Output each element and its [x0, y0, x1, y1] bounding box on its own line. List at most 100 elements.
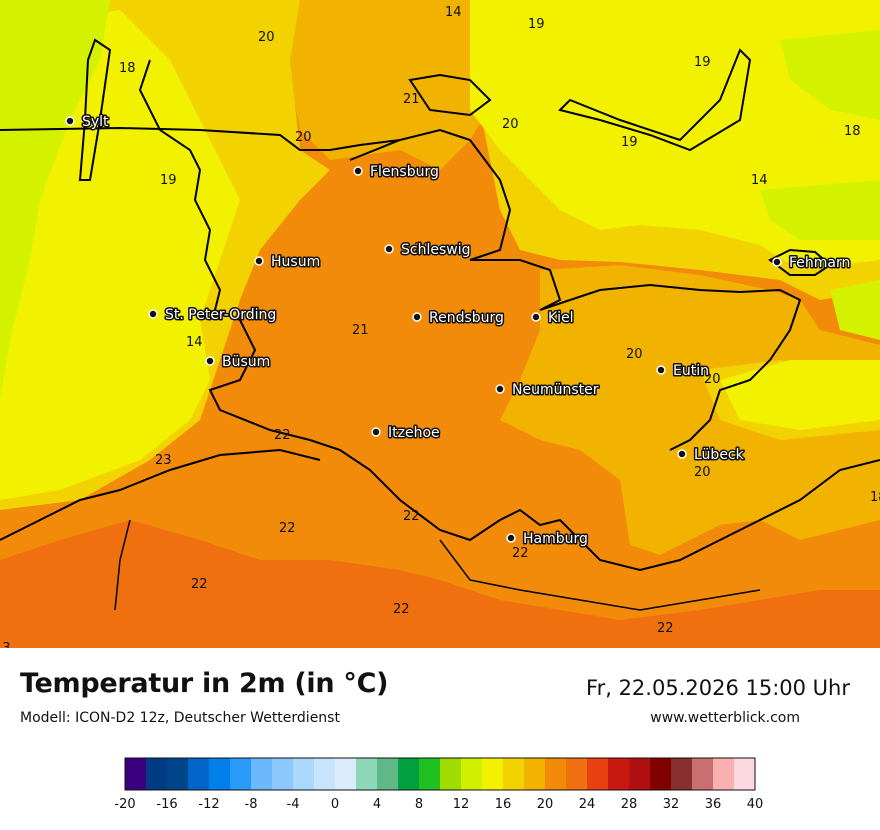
legend-swatch — [482, 758, 504, 790]
island-sylt — [78, 38, 112, 181]
border-denmark — [0, 126, 401, 151]
legend-swatch — [629, 758, 651, 790]
temperature-value: 19 — [160, 173, 177, 188]
legend-swatch — [293, 758, 315, 790]
city-dot — [254, 256, 264, 266]
city-dot — [495, 384, 505, 394]
elbe-south — [439, 539, 761, 611]
temperature-value: 21 — [403, 92, 420, 107]
legend-tick-label: 32 — [663, 797, 680, 812]
legend-swatch — [671, 758, 693, 790]
legend-tick-label: 24 — [579, 797, 596, 812]
temperature-value: 22 — [191, 577, 208, 592]
city-dot — [677, 449, 687, 459]
city-label: St. Peter-Ording — [165, 307, 276, 323]
temperature-value: 20 — [414, 241, 431, 256]
legend-tick-label: 8 — [415, 797, 423, 812]
legend-swatch — [377, 758, 399, 790]
temperature-value: 20 — [295, 130, 312, 145]
city-dot — [148, 309, 158, 319]
legend-swatch — [314, 758, 336, 790]
temperature-value: 14 — [186, 335, 203, 350]
city-label: Büsum — [222, 354, 270, 370]
legend-swatch — [398, 758, 420, 790]
legend-tick-label: 20 — [537, 797, 554, 812]
temp-zone-13-14-east2 — [760, 180, 880, 240]
temperature-value: 19 — [694, 55, 711, 70]
legend-tick-label: 16 — [495, 797, 512, 812]
city-label: Flensburg — [370, 164, 439, 180]
city-label: Fehmarn — [789, 255, 850, 271]
city-label: Eutin — [673, 363, 709, 379]
legend-swatch — [125, 758, 147, 790]
temp-zone-13-14-east — [780, 30, 880, 120]
city-dot — [412, 312, 422, 322]
legend-swatch — [587, 758, 609, 790]
temperature-value: 23 — [155, 453, 172, 468]
website-link[interactable]: www.wetterblick.com — [650, 710, 800, 726]
weser-river — [114, 519, 131, 611]
temperature-labels: 14 19 20 18 19 21 20 20 19 18 19 14 20 21 14 20 20 22 23 20… — [0, 5, 880, 648]
legend-swatch — [230, 758, 252, 790]
coastline-elbe — [0, 448, 321, 541]
city-dot — [205, 356, 215, 366]
island-lolland — [558, 48, 752, 152]
legend-swatch — [146, 758, 168, 790]
legend-swatch — [272, 758, 294, 790]
temperature-value: 22 — [657, 621, 674, 636]
temperature-value: 20 — [502, 117, 519, 132]
legend-swatch — [566, 758, 588, 790]
legend-tick-label: 40 — [747, 797, 764, 812]
legend-swatch — [419, 758, 441, 790]
legend-ticks: -20 -16 -12 -8 -4 0 4 8 12 16 20 24 28 32 36 40 — [115, 797, 763, 812]
legend-tick-label: 0 — [331, 797, 339, 812]
temperature-value: 22 — [279, 521, 296, 536]
temperature-value: 22 — [403, 509, 420, 524]
city-dot — [65, 116, 75, 126]
legend-swatch — [188, 758, 210, 790]
temperature-value: 20 — [626, 347, 643, 362]
city-label: Kiel — [548, 310, 574, 326]
legend-swatch — [335, 758, 357, 790]
island-als — [408, 73, 492, 117]
city-dot — [353, 166, 363, 176]
city-label: Lübeck — [694, 447, 745, 463]
temperature-map: 14 19 20 18 19 21 20 20 19 18 19 14 20 21 14 20 20 22 23 20… — [0, 0, 880, 648]
city-dot — [371, 427, 381, 437]
coastline — [138, 59, 880, 572]
temperature-value: 21 — [352, 323, 369, 338]
legend-swatch — [167, 758, 189, 790]
temperature-value: 14 — [445, 5, 462, 20]
city-dot — [384, 244, 394, 254]
legend-tick-label: 4 — [373, 797, 381, 812]
legend-swatch — [692, 758, 714, 790]
legend-tick-label: -16 — [156, 797, 177, 812]
legend-border — [124, 757, 756, 791]
legend-tick-label: 36 — [705, 797, 722, 812]
legend-swatch — [461, 758, 483, 790]
temp-zone-18-20-north — [290, 0, 500, 170]
legend-swatch — [734, 758, 756, 790]
city-label: Husum — [271, 254, 320, 270]
legend-tick-label: -12 — [198, 797, 219, 812]
legend-swatches — [124, 757, 756, 791]
legend-tick-label: 12 — [453, 797, 470, 812]
temperature-value: 19 — [528, 17, 545, 32]
temperature-value: 13 — [0, 641, 11, 648]
legend-tick-label: -20 — [115, 797, 136, 812]
legend-swatch — [440, 758, 462, 790]
legend-swatch — [650, 758, 672, 790]
temperature-value: 22 — [393, 602, 410, 617]
city-label: Sylt — [82, 114, 109, 130]
city-label: Itzehoe — [388, 425, 440, 441]
city-label: Hamburg — [523, 531, 588, 547]
temperature-value: 18 — [870, 490, 880, 505]
temperature-value: 20 — [258, 30, 275, 45]
city-markers: Sylt Flensburg Husum Schleswig Fehmarn St. Pe… — [65, 113, 852, 549]
city-label: Rendsburg — [429, 310, 504, 326]
coastline-baltic — [349, 128, 802, 451]
temperature-value: 20 — [704, 372, 721, 387]
legend-swatch — [608, 758, 630, 790]
temp-zone-22-24-south — [0, 520, 880, 648]
temperature-value: 22 — [274, 428, 291, 443]
